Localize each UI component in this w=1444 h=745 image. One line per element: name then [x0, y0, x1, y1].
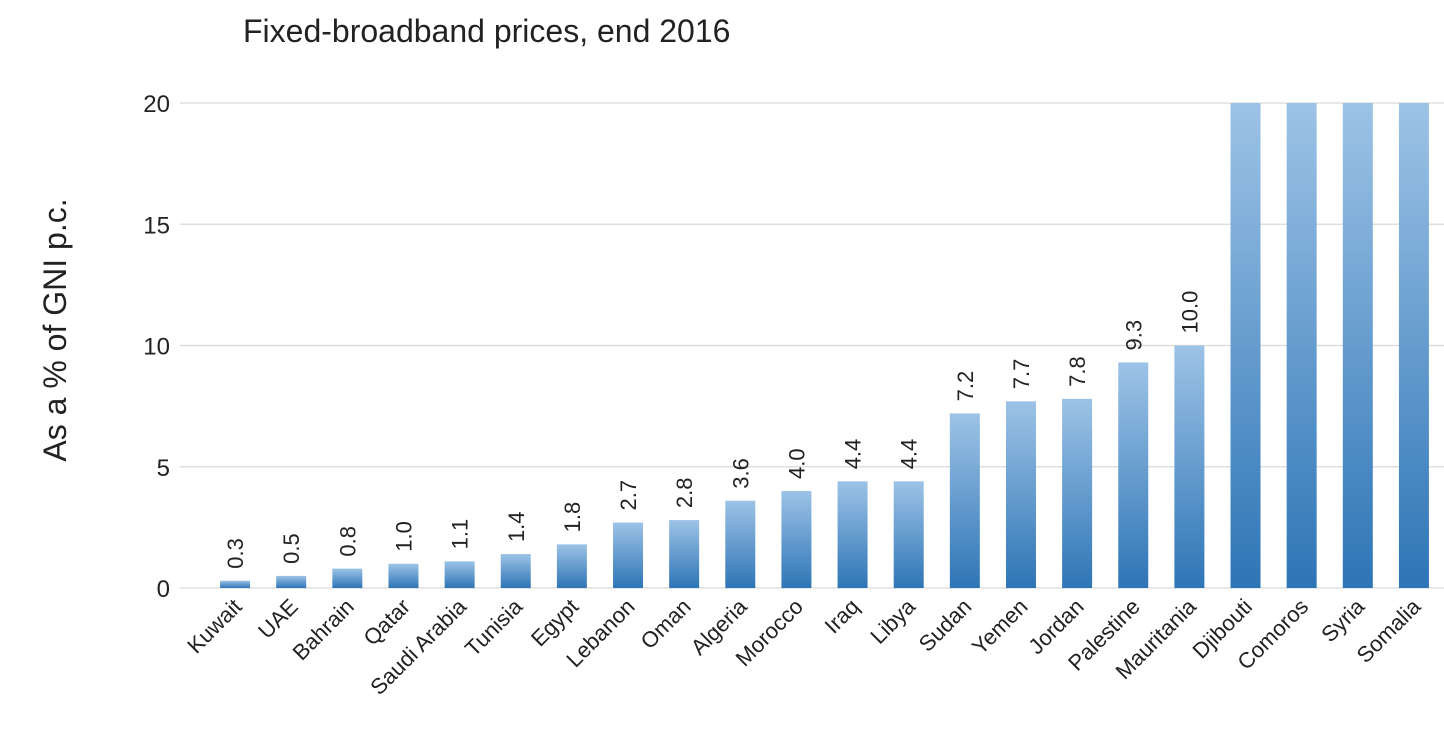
bar: [837, 481, 868, 588]
bar: [781, 491, 812, 588]
x-tick-label: Oman: [636, 594, 696, 654]
bar: [669, 520, 700, 588]
bar: [725, 500, 756, 588]
data-label: 0.8: [335, 526, 360, 557]
data-label: 2.7: [616, 480, 641, 511]
data-label: 0.5: [279, 533, 304, 564]
bar: [1342, 103, 1373, 588]
data-label: 4.0: [784, 448, 809, 479]
x-tick-label: Sudan: [914, 594, 977, 657]
bar: [444, 561, 475, 588]
data-label: 1.1: [448, 519, 473, 550]
x-tick-label: Somalia: [1352, 593, 1426, 667]
bar: [1286, 103, 1317, 588]
bar: [500, 554, 531, 588]
x-tick-label: Libya: [865, 593, 920, 648]
x-tick-label: Yemen: [967, 594, 1033, 660]
data-label: 4.4: [897, 439, 922, 470]
bar: [1118, 362, 1149, 588]
bar: [613, 522, 644, 588]
bar: [388, 563, 419, 588]
x-tick-label: Kuwait: [182, 594, 246, 658]
x-tick-label: UAE: [253, 594, 303, 644]
bar: [893, 481, 924, 588]
data-label: 7.8: [1065, 356, 1090, 387]
bar: [332, 568, 363, 588]
y-axis-label: As a % of GNI p.c.: [37, 198, 73, 461]
y-tick-label: 5: [157, 455, 170, 482]
bar: [556, 544, 587, 588]
bar: [1062, 398, 1093, 588]
bar: [1005, 401, 1036, 588]
data-label: 2.8: [672, 478, 697, 509]
chart-title: Fixed-broadband prices, end 2016: [243, 13, 730, 49]
x-tick-label: Iraq: [820, 594, 864, 638]
y-tick-label: 10: [143, 334, 170, 361]
bar: [220, 580, 251, 588]
y-tick-label: 0: [157, 576, 170, 603]
x-tick-label: Tunisia: [460, 593, 528, 661]
data-label: 7.7: [1009, 359, 1034, 390]
data-label: 1.8: [560, 502, 585, 533]
data-label: 10.0: [1177, 291, 1202, 334]
data-label: 4.4: [841, 439, 866, 470]
bar: [1398, 103, 1429, 588]
data-label: 7.2: [953, 371, 978, 402]
y-tick-label: 20: [143, 91, 170, 118]
bar: [276, 575, 307, 588]
x-tick-label: Bahrain: [288, 594, 359, 665]
bar: [1174, 345, 1205, 588]
data-label: 1.0: [391, 521, 416, 552]
data-label: 9.3: [1121, 320, 1146, 351]
data-label: 0.3: [223, 538, 248, 569]
bar: [949, 413, 980, 588]
data-label: 1.4: [504, 511, 529, 542]
y-tick-label: 15: [143, 212, 170, 239]
data-label: 3.6: [728, 458, 753, 489]
bar: [1230, 103, 1261, 588]
